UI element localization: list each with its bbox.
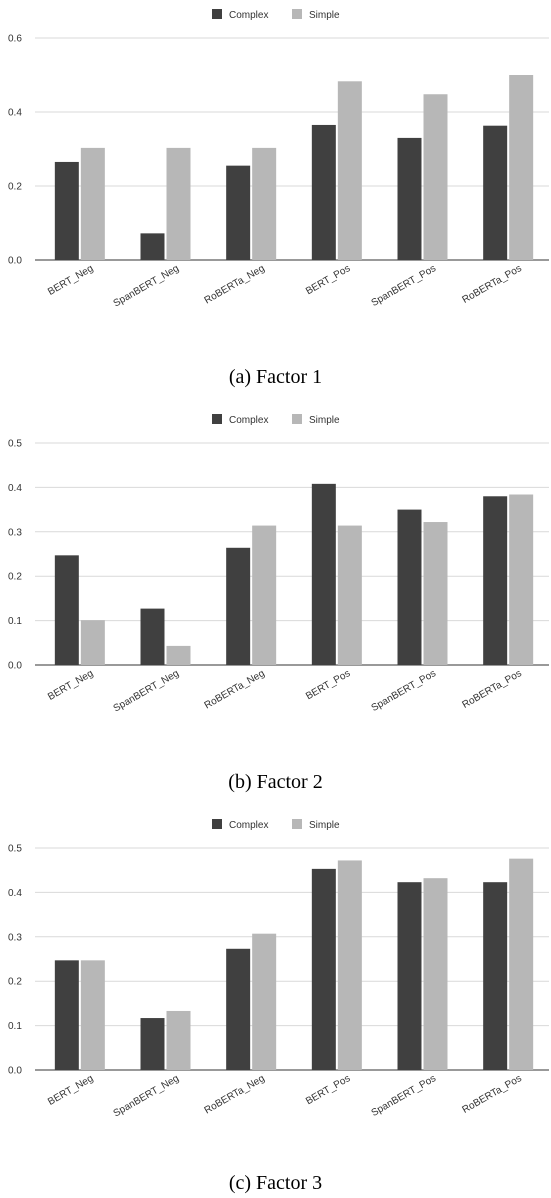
chart-panel-factor-1: Complex Simple 0.0 0.2 0.4 0.6 BERT_Neg SpanBER… <box>0 0 551 395</box>
bar-complex-bert-neg <box>54 161 79 260</box>
y-tick-label: 0.1 <box>8 616 22 627</box>
legend-swatch-complex <box>212 819 222 829</box>
y-tick-label: 0.5 <box>8 439 22 450</box>
legend-label-simple: Simple <box>309 10 340 21</box>
bar-complex-roberta-pos <box>483 882 508 1070</box>
bar-complex-spanbert-neg <box>140 1018 165 1070</box>
legend-swatch-simple <box>292 414 302 424</box>
y-tick-label: 0.5 <box>8 844 22 855</box>
legend: Complex Simple <box>212 9 340 21</box>
x-tick-label: BERT_Neg <box>46 263 95 298</box>
bar-chart-factor-2: Complex Simple 0.0 0.1 0.2 0.3 0.4 0.5 BERT_Neg S… <box>8 414 549 714</box>
y-tick-label: 0.2 <box>8 182 22 193</box>
bar-complex-bert-pos <box>311 124 336 260</box>
bar-simple-bert-pos <box>337 81 362 260</box>
bar-simple-bert-neg <box>80 960 105 1070</box>
bar-complex-bert-pos <box>311 868 336 1070</box>
y-tick-label: 0.2 <box>8 572 22 583</box>
x-tick-label: BERT_Pos <box>304 263 352 297</box>
legend-label-simple: Simple <box>309 820 340 831</box>
bar-simple-spanbert-neg <box>166 1010 191 1070</box>
bar-complex-spanbert-pos <box>397 882 422 1070</box>
bar-simple-roberta-pos <box>509 75 534 260</box>
chart-panel-factor-2: Complex Simple 0.0 0.1 0.2 0.3 0.4 0.5 BERT_Neg S… <box>0 405 551 800</box>
legend-swatch-simple <box>292 9 302 19</box>
x-tick-label: BERT_Neg <box>46 1073 95 1108</box>
legend-label-complex: Complex <box>229 415 268 426</box>
x-tick-label: BERT_Pos <box>304 668 352 702</box>
bar-chart-factor-1: Complex Simple 0.0 0.2 0.4 0.6 BERT_Neg SpanBER… <box>8 9 549 309</box>
bar-complex-spanbert-pos <box>397 509 422 665</box>
y-tick-label: 0.0 <box>8 1066 22 1077</box>
bar-simple-spanbert-neg <box>166 645 191 665</box>
legend-label-complex: Complex <box>229 820 268 831</box>
y-tick-label: 0.4 <box>8 108 22 119</box>
bar-simple-roberta-pos <box>509 858 534 1070</box>
bar-simple-spanbert-pos <box>423 94 448 261</box>
bar-complex-roberta-neg <box>226 948 251 1070</box>
x-tick-label: RoBERTa_Pos <box>461 668 524 711</box>
legend-label-simple: Simple <box>309 415 340 426</box>
y-tick-label: 0.0 <box>8 256 22 267</box>
bar-simple-bert-pos <box>337 525 362 665</box>
chart-caption: (a) Factor 1 <box>228 366 323 388</box>
bar-complex-bert-neg <box>54 960 79 1070</box>
x-tick-label: SpanBERT_Pos <box>370 1073 438 1119</box>
bar-complex-roberta-neg <box>226 547 251 665</box>
chart-panel-factor-3: Complex Simple 0.0 0.1 0.2 0.3 0.4 0.5 BERT_Neg S… <box>0 810 551 1198</box>
bar-complex-spanbert-neg <box>140 233 165 260</box>
legend-label-complex: Complex <box>229 10 268 21</box>
legend-swatch-complex <box>212 9 222 19</box>
legend-swatch-complex <box>212 414 222 424</box>
x-tick-label: BERT_Pos <box>304 1073 352 1107</box>
legend-swatch-simple <box>292 819 302 829</box>
y-tick-label: 0.4 <box>8 483 22 494</box>
bar-simple-roberta-neg <box>252 147 277 260</box>
chart-caption: (b) Factor 2 <box>228 771 323 793</box>
bar-complex-bert-neg <box>54 555 79 665</box>
bar-chart-factor-3: Complex Simple 0.0 0.1 0.2 0.3 0.4 0.5 BERT_Neg S… <box>8 819 549 1119</box>
bar-simple-bert-neg <box>80 147 105 260</box>
bar-complex-roberta-pos <box>483 125 508 260</box>
y-tick-label: 0.3 <box>8 932 22 943</box>
x-tick-label: RoBERTa_Pos <box>461 263 524 306</box>
bar-simple-roberta-pos <box>509 494 534 665</box>
x-tick-label: SpanBERT_Pos <box>370 668 438 714</box>
y-tick-label: 0.4 <box>8 888 22 899</box>
legend: Complex Simple <box>212 819 340 831</box>
x-tick-label: BERT_Neg <box>46 668 95 703</box>
bar-simple-bert-neg <box>80 620 105 665</box>
y-tick-label: 0.0 <box>8 661 22 672</box>
x-tick-label: RoBERTa_Neg <box>203 263 267 306</box>
bar-simple-spanbert-pos <box>423 522 448 665</box>
x-tick-label: RoBERTa_Neg <box>203 1073 267 1116</box>
bar-simple-spanbert-neg <box>166 147 191 260</box>
chart-caption: (c) Factor 3 <box>228 1172 323 1194</box>
bar-simple-roberta-neg <box>252 525 277 665</box>
bar-complex-bert-pos <box>311 483 336 665</box>
bar-complex-spanbert-neg <box>140 608 165 665</box>
x-tick-label: SpanBERT_Neg <box>112 1073 181 1119</box>
y-tick-label: 0.2 <box>8 977 22 988</box>
x-tick-label: RoBERTa_Pos <box>461 1073 524 1116</box>
bar-complex-roberta-pos <box>483 496 508 665</box>
bar-simple-roberta-neg <box>252 933 277 1070</box>
x-tick-label: RoBERTa_Neg <box>203 668 267 711</box>
bar-complex-spanbert-pos <box>397 137 422 260</box>
bar-simple-spanbert-pos <box>423 878 448 1070</box>
x-tick-label: SpanBERT_Neg <box>112 263 181 309</box>
legend: Complex Simple <box>212 414 340 426</box>
x-tick-label: SpanBERT_Neg <box>112 668 181 714</box>
y-tick-label: 0.6 <box>8 34 22 45</box>
y-tick-label: 0.3 <box>8 527 22 538</box>
x-tick-label: SpanBERT_Pos <box>370 263 438 309</box>
bar-simple-bert-pos <box>337 860 362 1070</box>
bar-complex-roberta-neg <box>226 165 251 260</box>
y-tick-label: 0.1 <box>8 1021 22 1032</box>
